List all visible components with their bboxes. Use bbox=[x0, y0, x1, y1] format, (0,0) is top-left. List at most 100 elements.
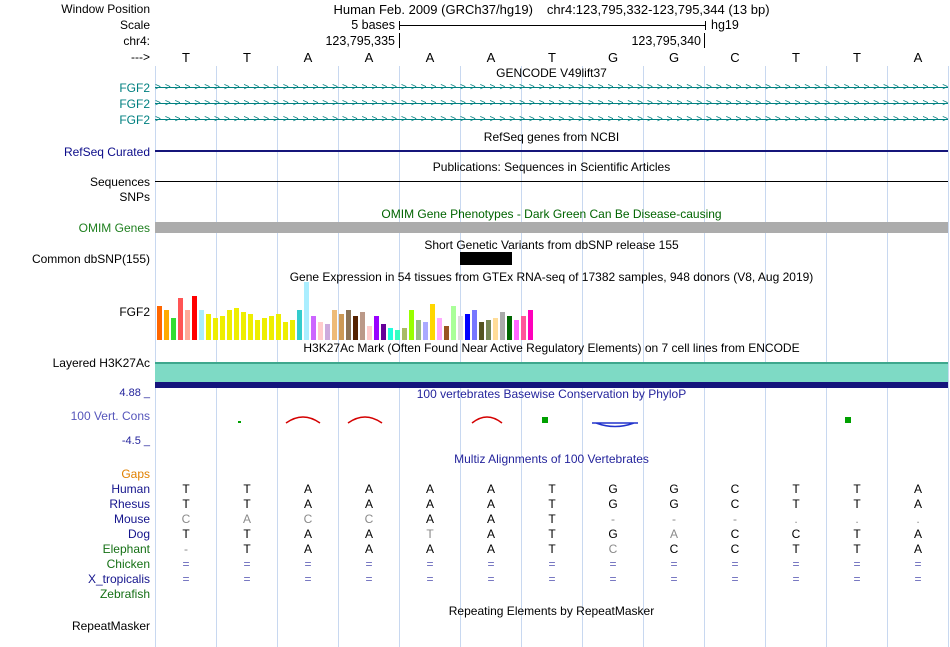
gtex-tissue-bar[interactable] bbox=[199, 310, 204, 340]
track-label-snps[interactable]: SNPs bbox=[119, 190, 150, 204]
track-title-dbsnp: Short Genetic Variants from dbSNP releas… bbox=[424, 238, 679, 252]
gtex-tissue-bar[interactable] bbox=[437, 318, 442, 340]
track-label-fgf2[interactable]: FGF2 bbox=[119, 97, 150, 111]
gtex-tissue-bar[interactable] bbox=[528, 310, 533, 340]
gtex-tissue-bar[interactable] bbox=[157, 306, 162, 340]
gtex-tissue-bar[interactable] bbox=[192, 296, 197, 340]
gtex-tissue-bar[interactable] bbox=[430, 304, 435, 340]
gtex-tissue-bar[interactable] bbox=[290, 320, 295, 340]
gtex-tissue-bar[interactable] bbox=[178, 298, 183, 340]
h3k27ac-signal-band[interactable] bbox=[155, 362, 948, 388]
alignment-base: T bbox=[243, 497, 251, 511]
omim-gene-bar[interactable] bbox=[155, 222, 948, 233]
track-label-omim-genes[interactable]: OMIM Genes bbox=[78, 221, 150, 235]
gtex-tissue-bar[interactable] bbox=[374, 316, 379, 340]
gtex-tissue-bar[interactable] bbox=[227, 310, 232, 340]
species-label-chicken[interactable]: Chicken bbox=[106, 557, 150, 571]
track-label-fgf2[interactable]: FGF2 bbox=[119, 81, 150, 95]
gtex-tissue-bar[interactable] bbox=[325, 324, 330, 340]
gtex-tissue-bar[interactable] bbox=[311, 316, 316, 340]
track-label-100-vert-cons[interactable]: 100 Vert. Cons bbox=[70, 409, 150, 423]
alignment-base: G bbox=[608, 482, 618, 496]
scale-value: 5 bases bbox=[351, 18, 395, 32]
alignment-base: = bbox=[853, 557, 861, 571]
gtex-tissue-bar[interactable] bbox=[213, 318, 218, 340]
gtex-tissue-bar[interactable] bbox=[367, 326, 372, 340]
gtex-tissue-bar[interactable] bbox=[234, 308, 239, 340]
gtex-tissue-bar[interactable] bbox=[171, 318, 176, 340]
gtex-tissue-bar[interactable] bbox=[507, 316, 512, 340]
gtex-tissue-bar[interactable] bbox=[248, 314, 253, 340]
gtex-tissue-bar[interactable] bbox=[479, 322, 484, 340]
track-label-sequences[interactable]: Sequences bbox=[89, 175, 150, 189]
species-label-zebrafish[interactable]: Zebrafish bbox=[99, 587, 150, 601]
species-label-human[interactable]: Human bbox=[111, 482, 150, 496]
gtex-tissue-bar[interactable] bbox=[283, 322, 288, 340]
alignment-base: C bbox=[730, 482, 740, 496]
gtex-tissue-bar[interactable] bbox=[465, 314, 470, 340]
gtex-tissue-bar[interactable] bbox=[346, 310, 351, 340]
species-label-x_tropicalis[interactable]: X_tropicalis bbox=[87, 572, 150, 586]
gtex-tissue-bar[interactable] bbox=[514, 320, 519, 340]
gtex-tissue-bar[interactable] bbox=[402, 328, 407, 340]
gtex-tissue-bar[interactable] bbox=[381, 324, 386, 340]
gtex-tissue-bar[interactable] bbox=[185, 310, 190, 340]
species-label-gaps[interactable]: Gaps bbox=[121, 467, 150, 481]
base-letter: A bbox=[425, 50, 435, 65]
gtex-tissue-bar[interactable] bbox=[276, 314, 281, 340]
fgf2-transcript-line[interactable]: >>>>>>>>>>>>>>>>>>>>>>>>>>>>>>>>>>>>>>>>… bbox=[155, 97, 948, 110]
gtex-tissue-bar[interactable] bbox=[458, 316, 463, 340]
refseq-gene-line[interactable] bbox=[155, 150, 948, 152]
gtex-tissue-bar[interactable] bbox=[297, 310, 302, 340]
gtex-tissue-bar[interactable] bbox=[500, 312, 505, 340]
gtex-tissue-bar[interactable] bbox=[521, 316, 526, 340]
gtex-tissue-bar[interactable] bbox=[423, 322, 428, 340]
alignment-base: T bbox=[182, 482, 190, 496]
gtex-tissue-bar[interactable] bbox=[206, 314, 211, 340]
publications-item-line[interactable] bbox=[155, 181, 948, 182]
track-label-common-dbsnp[interactable]: Common dbSNP(155) bbox=[31, 252, 150, 266]
alignment-base: T bbox=[243, 482, 251, 496]
species-label-rhesus[interactable]: Rhesus bbox=[109, 497, 150, 511]
gtex-tissue-bar[interactable] bbox=[451, 306, 456, 340]
gtex-tissue-bar[interactable] bbox=[332, 310, 337, 340]
gtex-tissue-bar[interactable] bbox=[493, 318, 498, 340]
gtex-tissue-bar[interactable] bbox=[318, 322, 323, 340]
species-label-dog[interactable]: Dog bbox=[127, 527, 150, 541]
gtex-tissue-bar[interactable] bbox=[388, 328, 393, 340]
alignment-base: A bbox=[486, 512, 495, 526]
gtex-tissue-bar[interactable] bbox=[444, 326, 449, 340]
gtex-tissue-bar[interactable] bbox=[409, 310, 414, 340]
track-label-layered-h3k27ac[interactable]: Layered H3K27Ac bbox=[52, 356, 150, 370]
conservation-wiggle[interactable] bbox=[155, 398, 948, 446]
track-label-refseq-curated[interactable]: RefSeq Curated bbox=[63, 145, 150, 159]
alignment-base: - bbox=[733, 512, 737, 526]
gtex-tissue-bar[interactable] bbox=[360, 312, 365, 340]
gtex-tissue-bar[interactable] bbox=[416, 320, 421, 340]
track-label-gtex-fgf2[interactable]: FGF2 bbox=[119, 305, 150, 319]
gtex-tissue-bar[interactable] bbox=[262, 318, 267, 340]
gtex-tissue-bar[interactable] bbox=[486, 320, 491, 340]
gtex-tissue-bar[interactable] bbox=[164, 310, 169, 340]
assembly-short-label: hg19 bbox=[711, 18, 739, 32]
gtex-tissue-bar[interactable] bbox=[395, 330, 400, 340]
gtex-tissue-bar[interactable] bbox=[339, 314, 344, 340]
gtex-tissue-bar[interactable] bbox=[241, 312, 246, 340]
gtex-tissue-bar[interactable] bbox=[472, 310, 477, 340]
alignment-base: C bbox=[791, 527, 801, 541]
gtex-tissue-bar[interactable] bbox=[269, 316, 274, 340]
alignment-base: A bbox=[486, 497, 495, 511]
fgf2-transcript-line[interactable]: >>>>>>>>>>>>>>>>>>>>>>>>>>>>>>>>>>>>>>>>… bbox=[155, 113, 948, 126]
species-label-elephant[interactable]: Elephant bbox=[102, 542, 150, 556]
species-label-mouse[interactable]: Mouse bbox=[113, 512, 150, 526]
track-label-repeatmasker[interactable]: RepeatMasker bbox=[71, 619, 150, 633]
gtex-tissue-bar[interactable] bbox=[353, 316, 358, 340]
gtex-tissue-bar[interactable] bbox=[220, 316, 225, 340]
gtex-barchart bbox=[157, 282, 537, 340]
fgf2-transcript-line[interactable]: >>>>>>>>>>>>>>>>>>>>>>>>>>>>>>>>>>>>>>>>… bbox=[155, 81, 948, 94]
dbsnp-variant-bar[interactable] bbox=[460, 252, 512, 265]
track-label-fgf2[interactable]: FGF2 bbox=[119, 113, 150, 127]
gtex-tissue-bar[interactable] bbox=[304, 282, 309, 340]
gtex-tissue-bar[interactable] bbox=[255, 320, 260, 340]
strand-direction-label: ---> bbox=[131, 50, 150, 64]
